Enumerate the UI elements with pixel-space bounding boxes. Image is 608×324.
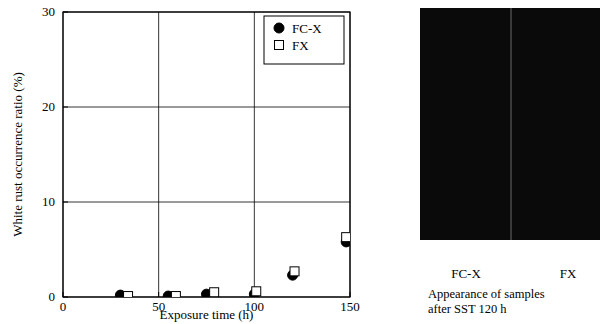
tick: [63, 12, 68, 13]
data-point: [124, 292, 133, 297]
x-axis-label: Exposure time (h): [160, 307, 254, 322]
legend: FC-X FX: [264, 16, 344, 64]
plot-frame: [63, 12, 350, 297]
sample-photo: FC-X FX Appearance of samplesafter SST 120…: [420, 8, 600, 316]
photo-label: FC-X: [451, 266, 481, 281]
tick-label: 0: [49, 289, 56, 304]
data-group: [115, 233, 350, 297]
data-point: [290, 267, 299, 276]
tick: [350, 292, 351, 297]
photo-caption: after SST 120 h: [428, 302, 507, 316]
legend-box: [264, 16, 344, 64]
tick: [63, 107, 68, 108]
tick-label: 20: [42, 99, 55, 114]
grid-line: [158, 12, 159, 297]
legend-label: FC-X: [292, 21, 322, 36]
tick-label: 0: [60, 299, 67, 314]
tick: [63, 202, 68, 203]
photo-caption: Appearance of samples: [428, 287, 545, 301]
y-axis-label: White rust occurrence ratio (%): [10, 72, 25, 237]
data-point: [342, 233, 350, 242]
tick-label: 30: [42, 4, 55, 19]
legend-label: FX: [292, 38, 309, 53]
photo-divider: [510, 8, 512, 240]
legend-marker: [275, 41, 284, 50]
legend-marker: [274, 23, 284, 33]
photo-image: [420, 8, 600, 240]
data-point: [252, 287, 261, 296]
tick: [158, 292, 159, 297]
data-point: [171, 292, 180, 297]
grid-line: [254, 12, 255, 297]
data-point: [210, 288, 219, 297]
figure: 0501001500102030Exposure time (h)White r…: [0, 0, 608, 324]
tick: [63, 297, 68, 298]
grid-line: [63, 107, 350, 108]
tick: [63, 292, 64, 297]
tick-label: 10: [42, 194, 55, 209]
photo-label: FX: [560, 266, 577, 281]
grid-line: [63, 202, 350, 203]
tick-label: 150: [340, 299, 360, 314]
